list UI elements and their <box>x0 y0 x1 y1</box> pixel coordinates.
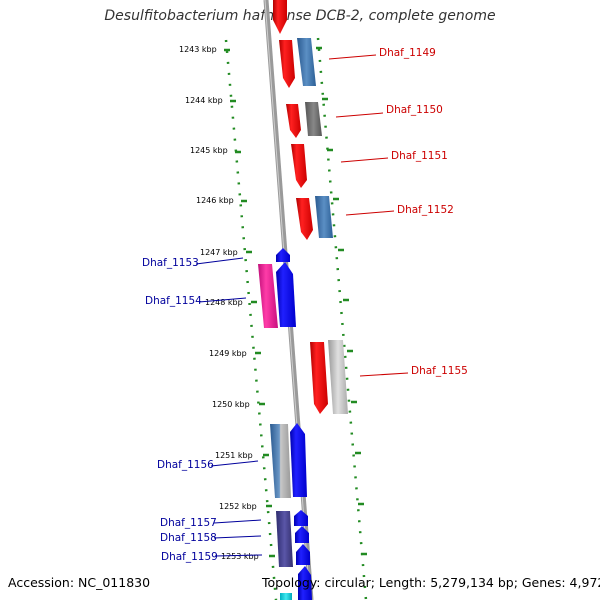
gene-label-leader <box>210 460 259 467</box>
ruler-tick-label: 1248 kbp <box>205 298 243 307</box>
gene-label-leader <box>335 112 384 118</box>
gene-label-dhaf-1150[interactable]: Dhaf_1150 <box>386 104 443 116</box>
gene-dhaf-1154 <box>276 262 296 327</box>
ruler-tick-label: 1243 kbp <box>179 45 217 54</box>
gene-bottom-blue <box>298 566 312 600</box>
gene-dhaf-1150-pair <box>305 102 322 136</box>
gene-label-dhaf-1154[interactable]: Dhaf_1154 <box>145 295 202 307</box>
gene-label-dhaf-1149[interactable]: Dhaf_1149 <box>379 47 436 59</box>
gene-dhaf-1155-pair <box>328 340 348 414</box>
topology-text: Topology: circular; Length: 5,279,134 bp… <box>262 575 600 590</box>
gene-label-leader <box>328 54 377 60</box>
gene-label-dhaf-1158[interactable]: Dhaf_1158 <box>160 532 217 544</box>
gene-dhaf-1152-pair <box>315 196 333 238</box>
gene-dhaf-1156 <box>290 423 307 497</box>
gene-label-leader <box>195 257 244 265</box>
ruler-dots-right <box>316 37 368 600</box>
gene-dhaf-1154-pair <box>258 264 278 328</box>
gene-labels: Dhaf_1149 Dhaf_1150 Dhaf_1151 Dhaf_1152 Dhaf… <box>142 47 468 563</box>
gene-label-dhaf-1151[interactable]: Dhaf_1151 <box>391 150 448 162</box>
gene-label-leader <box>345 210 395 216</box>
ruler-tick-label: 1252 kbp <box>219 502 257 511</box>
gene-label-dhaf-1157[interactable]: Dhaf_1157 <box>160 517 217 529</box>
gene-dhaf-1155 <box>310 342 328 414</box>
gene-label-dhaf-1155[interactable]: Dhaf_1155 <box>411 365 468 377</box>
ruler-tick-label: 1249 kbp <box>209 349 247 358</box>
gene-label-leader <box>214 554 263 557</box>
map-title: Desulfitobacterium hafniense DCB-2, comp… <box>104 8 496 24</box>
gene-dhaf-1153 <box>276 248 290 262</box>
gene-dhaf-1158 <box>295 526 309 543</box>
gene-bottom-cyan <box>280 593 292 600</box>
gene-dhaf-1151 <box>291 144 307 188</box>
gene-label-dhaf-1159[interactable]: Dhaf_1159 <box>161 551 218 563</box>
gene-dhaf-1156-pair <box>270 424 291 498</box>
ruler-tick-label: 1247 kbp <box>200 248 238 257</box>
ruler-tick-label: 1244 kbp <box>185 96 223 105</box>
ruler-tick-label: 1250 kbp <box>212 400 250 409</box>
gene-dhaf-1149-pair <box>297 38 316 86</box>
gene-dhaf-1150 <box>286 104 301 138</box>
gene-label-leader <box>213 535 262 539</box>
gene-dhaf-1157 <box>294 510 308 526</box>
ruler-tick-label: 1253 kbp <box>221 552 259 561</box>
ruler-ticks: 1243 kbp 1244 kbp 1245 kbp 1246 kbp 1247 kbp… <box>179 45 367 561</box>
accession-text: Accession: NC_011830 <box>8 575 151 590</box>
ruler-tick-label: 1246 kbp <box>196 196 234 205</box>
gene-label-dhaf-1153[interactable]: Dhaf_1153 <box>142 257 199 269</box>
gene-dhaf-1149 <box>279 40 295 88</box>
gene-dhaf-1152 <box>296 198 313 240</box>
ruler-tick-label: 1245 kbp <box>190 146 228 155</box>
gene-label-dhaf-1156[interactable]: Dhaf_1156 <box>157 459 214 471</box>
gene-top-partial <box>273 0 287 34</box>
gene-label-leader <box>359 372 409 377</box>
gene-dhaf-1157-pair <box>276 511 293 567</box>
gene-dhaf-1159 <box>296 544 310 565</box>
gene-label-dhaf-1152[interactable]: Dhaf_1152 <box>397 204 454 216</box>
gene-label-leader <box>340 157 389 163</box>
ruler-tick-label: 1251 kbp <box>215 451 253 460</box>
gene-label-leader <box>198 297 247 303</box>
gene-label-leader <box>213 519 262 524</box>
